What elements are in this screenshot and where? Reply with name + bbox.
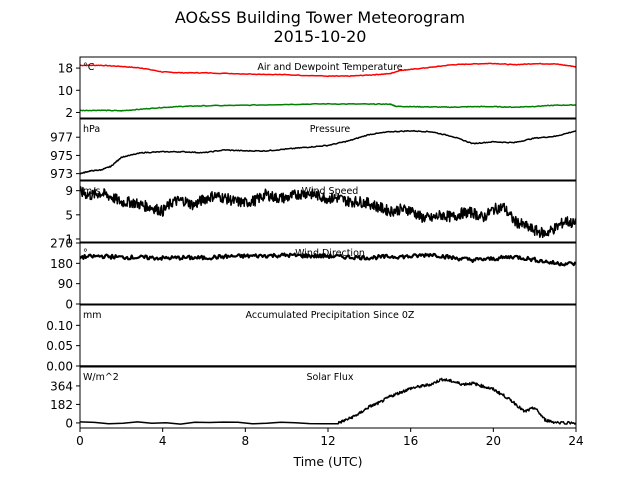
wind_direction-ytick-label-1: 90 — [58, 277, 73, 291]
temperature-series-1 — [80, 102, 576, 112]
temperature-units: °C — [83, 62, 95, 73]
solar_flux-label: Solar Flux — [307, 372, 354, 383]
precipitation-label: Accumulated Precipitation Since 0Z — [246, 310, 415, 321]
wind_direction-ytick-label-3: 270 — [50, 237, 73, 251]
solar_flux-ytick-label-1: 182 — [50, 398, 73, 412]
precipitation-ytick-label-1: 0.05 — [46, 339, 73, 353]
pressure-units: hPa — [83, 124, 100, 135]
temperature-ytick-label-2: 18 — [58, 62, 73, 76]
x-tick-label-1: 4 — [159, 434, 167, 448]
solar_flux-ytick-label-0: 0 — [65, 416, 73, 430]
pressure-series-0 — [80, 129, 576, 175]
x-tick-label-0: 0 — [76, 434, 84, 448]
wind_speed-ytick-label-2: 9 — [65, 184, 73, 198]
solar_flux-units: W/m^2 — [83, 372, 119, 383]
x-tick-label-6: 24 — [568, 434, 583, 448]
precipitation-ytick-label-0: 0.00 — [46, 360, 73, 374]
temperature-series-0 — [80, 62, 576, 78]
wind_direction-label: Wind Direction — [295, 248, 365, 259]
x-tick-label-4: 16 — [403, 434, 418, 448]
temperature-ytick-label-0: 2 — [65, 106, 73, 120]
wind_speed-units: m/s — [83, 186, 100, 197]
precipitation-frame — [79, 304, 577, 367]
wind_speed-ytick-label-0: 1 — [65, 232, 73, 246]
x-tick-label-2: 8 — [242, 434, 250, 448]
x-tick-label-5: 20 — [486, 434, 501, 448]
chart-title-line1: AO&SS Building Tower Meteorogram — [174, 8, 466, 27]
wind_direction-units: ° — [83, 248, 88, 259]
precipitation-ytick-label-2: 0.10 — [46, 319, 73, 333]
pressure-ytick-label-0: 973 — [50, 167, 73, 181]
wind_speed-label: Wind Speed — [302, 186, 359, 197]
wind_speed-frame — [79, 180, 577, 243]
wind_speed-series-0 — [80, 186, 576, 239]
solar_flux-series-0 — [80, 377, 576, 425]
wind_direction-ytick-label-0: 0 — [65, 298, 73, 312]
temperature-frame — [79, 56, 577, 119]
pressure-frame — [79, 118, 577, 181]
wind_speed-ytick-label-1: 5 — [65, 208, 73, 222]
chart-title-line2: 2015-10-20 — [273, 27, 367, 46]
wind_direction-frame — [79, 242, 577, 305]
chart-title: AO&SS Building Tower Meteorogram 2015-10… — [0, 8, 640, 46]
pressure-label: Pressure — [310, 124, 351, 135]
x-axis-label: Time (UTC) — [292, 454, 362, 469]
temperature-label: Air and Dewpoint Temperature — [257, 62, 402, 73]
wind_direction-ytick-label-2: 180 — [50, 257, 73, 271]
precipitation-units: mm — [83, 310, 102, 321]
solar_flux-ytick-label-2: 364 — [50, 379, 73, 393]
pressure-ytick-label-1: 975 — [50, 149, 73, 163]
wind_direction-series-0 — [80, 252, 576, 267]
pressure-ytick-label-2: 977 — [50, 131, 73, 145]
temperature-ytick-label-1: 10 — [58, 84, 73, 98]
x-tick-label-3: 12 — [320, 434, 335, 448]
